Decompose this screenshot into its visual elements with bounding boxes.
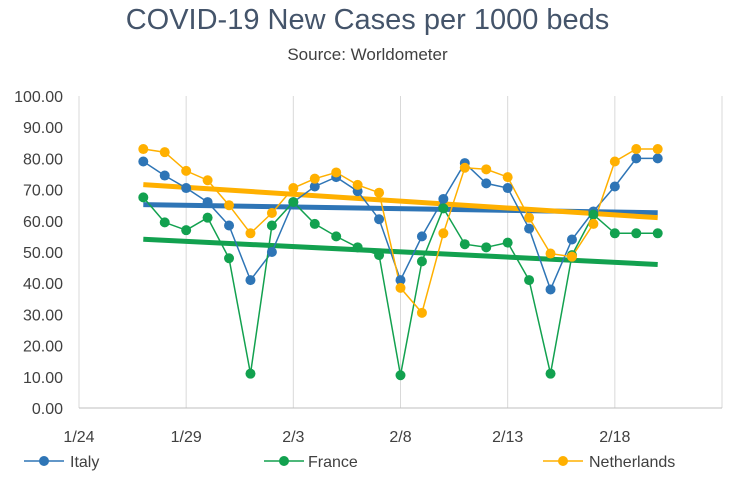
legend-swatch-marker — [279, 456, 289, 466]
data-point — [309, 181, 320, 192]
data-point — [181, 165, 192, 176]
data-point — [224, 200, 235, 211]
data-point — [181, 183, 192, 194]
x-tick-label: 2/18 — [599, 429, 630, 446]
legend-label-france: France — [308, 454, 358, 471]
x-tick-label: 2/8 — [389, 429, 411, 446]
data-point — [416, 307, 427, 318]
y-tick-label: 30.00 — [23, 307, 63, 324]
data-point — [331, 231, 342, 242]
data-point — [631, 153, 642, 164]
data-point — [266, 220, 277, 231]
data-point — [224, 220, 235, 231]
data-point — [245, 368, 256, 379]
data-point — [352, 242, 363, 253]
data-point — [309, 173, 320, 184]
data-point — [609, 181, 620, 192]
data-point — [374, 214, 385, 225]
data-point — [459, 239, 470, 250]
data-point — [524, 223, 535, 234]
data-point — [395, 370, 406, 381]
data-point — [138, 144, 149, 155]
data-point — [438, 228, 449, 239]
data-point — [138, 156, 149, 167]
data-point — [481, 178, 492, 189]
data-point — [159, 217, 170, 228]
data-point — [524, 275, 535, 286]
trendline-netherlands — [143, 182, 658, 221]
data-point — [395, 282, 406, 293]
data-point — [481, 242, 492, 253]
data-point — [159, 147, 170, 158]
y-tick-label: 40.00 — [23, 276, 63, 293]
data-point — [609, 228, 620, 239]
data-point — [438, 203, 449, 214]
data-point — [502, 183, 513, 194]
data-point — [416, 256, 427, 267]
data-point — [631, 228, 642, 239]
data-point — [652, 153, 663, 164]
data-point — [545, 284, 556, 295]
y-tick-label: 0.00 — [32, 401, 63, 418]
data-point — [352, 179, 363, 190]
data-point — [138, 192, 149, 203]
chart-subtitle: Source: Worldometer — [287, 45, 448, 64]
y-tick-label: 60.00 — [23, 214, 63, 231]
data-point — [288, 183, 299, 194]
chart-title: COVID-19 New Cases per 1000 beds — [125, 4, 610, 36]
legend-swatch-marker — [558, 456, 568, 466]
y-tick-label: 90.00 — [23, 120, 63, 137]
data-point — [288, 197, 299, 208]
data-point — [331, 167, 342, 178]
legend-swatch-marker — [39, 456, 49, 466]
data-point — [224, 253, 235, 264]
data-point — [202, 175, 213, 186]
data-point — [588, 209, 599, 220]
data-point — [309, 218, 320, 229]
data-point — [631, 144, 642, 155]
data-point — [502, 237, 513, 248]
legend-label-netherlands: Netherlands — [589, 454, 675, 471]
data-point — [524, 212, 535, 223]
x-tick-label: 2/3 — [282, 429, 304, 446]
data-point — [438, 193, 449, 204]
data-point — [459, 162, 470, 173]
y-tick-label: 80.00 — [23, 151, 63, 168]
data-point — [374, 250, 385, 261]
legend-label-italy: Italy — [70, 454, 99, 471]
data-point — [266, 208, 277, 218]
data-point — [652, 228, 663, 239]
series-points-netherlands — [138, 144, 663, 318]
data-point — [566, 234, 577, 245]
y-tick-label: 70.00 — [23, 183, 63, 200]
data-point — [202, 197, 213, 208]
y-tick-label: 50.00 — [23, 245, 63, 262]
data-point — [652, 144, 663, 155]
data-point — [266, 247, 277, 257]
data-point — [181, 225, 192, 236]
y-tick-label: 20.00 — [23, 339, 63, 356]
data-point — [159, 170, 170, 181]
data-point — [374, 187, 385, 198]
data-point — [502, 172, 513, 183]
data-point — [588, 218, 599, 229]
data-point — [481, 164, 492, 175]
data-point — [609, 156, 620, 167]
data-point — [395, 275, 406, 286]
x-tick-label: 1/29 — [171, 429, 202, 446]
data-point — [566, 251, 577, 262]
data-point — [545, 248, 556, 259]
data-point — [245, 275, 256, 286]
y-tick-label: 100.00 — [14, 89, 63, 106]
x-tick-label: 1/24 — [63, 429, 94, 446]
data-point — [202, 212, 213, 223]
y-tick-label: 10.00 — [23, 370, 63, 387]
data-point — [545, 368, 556, 379]
x-tick-label: 2/13 — [492, 429, 523, 446]
data-point — [416, 231, 427, 242]
data-point — [245, 228, 256, 239]
